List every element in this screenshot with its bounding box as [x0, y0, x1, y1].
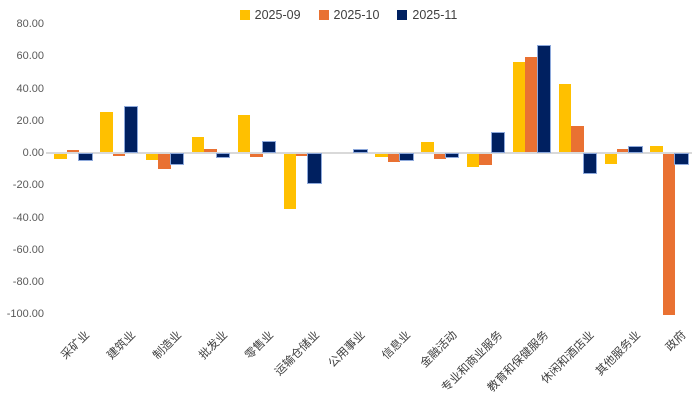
x-axis-category-label: 公用事业 — [326, 329, 368, 371]
y-axis-tick-label: 60.00 — [16, 50, 44, 63]
bar-2025-10-运输仓储业 — [296, 154, 309, 156]
bar-2025-10-采矿业 — [66, 150, 80, 152]
bar-2025-10-休闲和酒店业 — [571, 126, 584, 152]
y-axis-tick-label: 40.00 — [16, 82, 44, 95]
bar-2025-09-专业和商业服务 — [467, 154, 480, 167]
bar-2025-09-金融活动 — [421, 142, 434, 152]
legend-swatch-icon — [239, 10, 250, 20]
bar-2025-09-其他服务业 — [604, 154, 617, 164]
bar-2025-11-专业和商业服务 — [491, 132, 505, 152]
legend-label: 2025-10 — [333, 8, 380, 22]
bar-2025-10-专业和商业服务 — [479, 154, 492, 166]
y-axis-tick-label: 80.00 — [16, 18, 44, 30]
x-axis-category-label: 制造业 — [151, 329, 185, 363]
bar-2025-11-批发业 — [216, 154, 230, 158]
bar-2025-09-政府 — [650, 145, 663, 152]
legend-item-2025-10: 2025-10 — [318, 8, 380, 22]
y-axis-tick-label: -100.00 — [6, 308, 44, 321]
legend-label: 2025-11 — [412, 8, 458, 22]
bar-2025-11-金融活动 — [445, 154, 459, 158]
x-axis-category-label: 政府 — [663, 329, 689, 354]
x-axis-category-label: 采矿业 — [59, 329, 93, 363]
bar-2025-11-建筑业 — [124, 106, 138, 152]
bar-2025-11-采矿业 — [79, 154, 92, 161]
legend-item-2025-09: 2025-09 — [239, 8, 301, 22]
bar-2025-11-制造业 — [170, 154, 184, 164]
bar-2025-09-运输仓储业 — [283, 154, 296, 209]
bar-2025-10-信息业 — [387, 154, 401, 163]
bar-2025-10-制造业 — [158, 154, 171, 169]
bar-2025-11-运输仓储业 — [308, 154, 321, 184]
x-axis-category-label: 建筑业 — [105, 329, 139, 363]
bar-2025-09-零售业 — [237, 114, 251, 152]
bar-2025-11-休闲和酒店业 — [583, 154, 596, 174]
bar-2025-10-教育和保健服务 — [525, 56, 538, 152]
bar-2025-09-休闲和酒店业 — [558, 84, 572, 152]
legend-item-2025-11: 2025-11 — [397, 8, 457, 22]
bar-2025-09-采矿业 — [54, 154, 67, 159]
x-axis-category-label: 批发业 — [197, 329, 231, 363]
bar-2025-11-教育和保健服务 — [537, 45, 551, 152]
bar-2025-10-建筑业 — [112, 154, 125, 156]
bar-2025-11-政府 — [675, 154, 688, 164]
chart-legend: 2025-09 2025-10 2025-11 — [0, 8, 697, 22]
y-axis-tick-label: 20.00 — [16, 114, 44, 127]
bar-2025-11-公用事业 — [354, 150, 367, 152]
bar-2025-10-批发业 — [204, 148, 217, 152]
x-axis-category-label: 金融活动 — [418, 329, 460, 371]
bar-2025-11-信息业 — [400, 154, 413, 161]
bar-2025-11-其他服务业 — [629, 147, 642, 152]
y-axis-tick-label: -60.00 — [12, 243, 44, 256]
zero-axis-line — [46, 152, 692, 154]
bar-2025-10-政府 — [662, 154, 676, 316]
bar-2025-11-零售业 — [262, 142, 275, 152]
bar-2025-09-建筑业 — [100, 111, 113, 152]
bar-2025-10-零售业 — [250, 154, 263, 158]
bar-2025-10-其他服务业 — [617, 148, 630, 152]
x-axis-category-label: 运输仓储业 — [272, 329, 322, 379]
bar-2025-09-信息业 — [375, 154, 388, 158]
bar-2025-09-制造业 — [146, 154, 159, 161]
legend-label: 2025-09 — [254, 8, 301, 22]
legend-swatch-icon — [318, 10, 329, 20]
y-axis-tick-label: 0.00 — [22, 147, 44, 159]
y-axis-tick-label: -40.00 — [12, 211, 44, 224]
legend-swatch-icon — [397, 10, 408, 20]
y-axis-tick-label: -20.00 — [12, 179, 44, 192]
x-axis-category-label: 其他服务业 — [593, 329, 643, 379]
x-axis-category-label: 零售业 — [243, 329, 276, 363]
bar-2025-10-金融活动 — [433, 154, 446, 159]
bar-2025-09-批发业 — [191, 137, 205, 152]
y-axis-tick-label: -80.00 — [12, 276, 44, 288]
x-axis-category-label: 信息业 — [380, 329, 414, 363]
bar-2025-09-教育和保健服务 — [512, 61, 526, 152]
